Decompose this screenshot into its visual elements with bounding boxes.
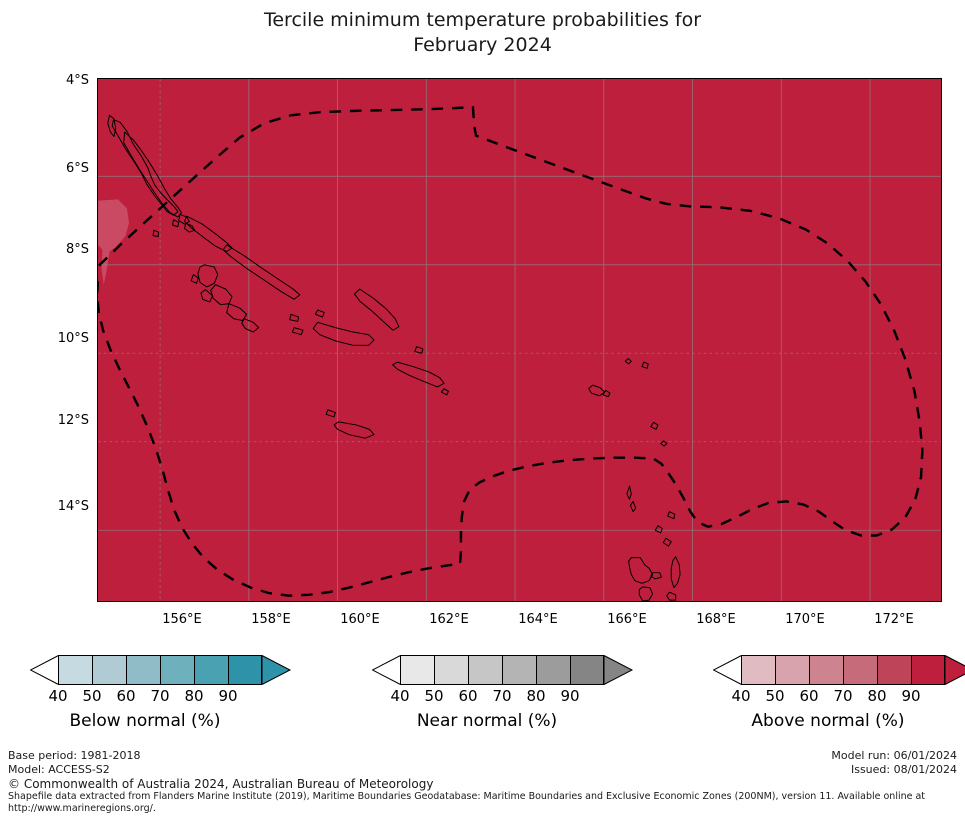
- colorbar-cell-80-90: [536, 655, 570, 685]
- x-tick-160E: 160°E: [340, 612, 380, 627]
- colorbar-under-arrow-outline-near: [372, 655, 401, 685]
- tick-70: 70: [833, 687, 853, 705]
- y-tick-6S: 6°S: [65, 161, 89, 176]
- colorbar-below-normal: 40 50 60 70 80 90 Below normal (%): [10, 655, 292, 745]
- colorbar-cells-below: [58, 655, 262, 685]
- colorbar-under-arrow-outline-below: [30, 655, 59, 685]
- colorbar-caption-near: Near normal (%): [416, 711, 558, 731]
- page-title: Tercile minimum temperature probabilitie…: [263, 9, 702, 56]
- tick-90: 90: [560, 687, 580, 705]
- x-tick-166E: 166°E: [607, 612, 647, 627]
- copyright-text: © Commonwealth of Australia 2024, Austra…: [8, 777, 434, 791]
- colorbar-cell-50-60: [434, 655, 468, 685]
- map-plot-area: [97, 78, 942, 602]
- colorbar-cell-50-60: [92, 655, 126, 685]
- colorbar-under-arrow-outline-above: [713, 655, 742, 685]
- tick-80: 80: [867, 687, 887, 705]
- model-text: Model: ACCESS-S2: [8, 763, 110, 776]
- colorbar-ticks-above: 40 50 60 70 80 90: [693, 687, 963, 705]
- colorbar-cell-80-90: [877, 655, 911, 685]
- y-tick-12S: 12°S: [57, 413, 89, 428]
- colorbar-under-arrow-below: [30, 655, 58, 685]
- colorbar-cell-70-80: [843, 655, 877, 685]
- colorbar-cells-above: [741, 655, 945, 685]
- footer-left-block: Base period: 1981-2018 Model: ACCESS-S2: [8, 749, 140, 777]
- colorbar-cell-70-80: [160, 655, 194, 685]
- colorbar-cell-90-plus: [228, 655, 262, 685]
- y-tick-14S: 14°S: [57, 499, 89, 514]
- shapefile-attribution-text: Shapefile data extracted from Flanders M…: [8, 791, 926, 814]
- tick-40: 40: [390, 687, 410, 705]
- colorbar-over-arrow-below: [262, 655, 292, 685]
- colorbar-cell-40-50: [400, 655, 434, 685]
- colorbar-under-arrow-near: [372, 655, 400, 685]
- colorbar-under-arrow-above: [713, 655, 741, 685]
- base-period-text: Base period: 1981-2018: [8, 749, 141, 762]
- tick-40: 40: [731, 687, 751, 705]
- colorbar-cell-50-60: [775, 655, 809, 685]
- y-tick-10S: 10°S: [57, 331, 89, 346]
- colorbar-cell-40-50: [741, 655, 775, 685]
- tick-60: 60: [458, 687, 478, 705]
- colorbar-cells-near: [400, 655, 604, 685]
- colorbar-cell-40-50: [58, 655, 92, 685]
- map-svg: [98, 79, 941, 601]
- colorbar-cell-90-plus: [570, 655, 604, 685]
- colorbar-cell-80-90: [194, 655, 228, 685]
- y-tick-4S: 4°S: [65, 73, 89, 88]
- colorbar-over-arrow-above: [945, 655, 965, 685]
- colorbar-cell-90-plus: [911, 655, 945, 685]
- tick-90: 90: [218, 687, 238, 705]
- colorbar-above-normal: 40 50 60 70 80 90 Above normal (%): [693, 655, 965, 745]
- colorbar-bar-near: [352, 655, 634, 685]
- x-tick-164E: 164°E: [518, 612, 558, 627]
- x-tick-172E: 172°E: [874, 612, 914, 627]
- colorbar-cell-70-80: [502, 655, 536, 685]
- colorbar-bar-below: [10, 655, 292, 685]
- colorbar-over-arrow-near: [604, 655, 634, 685]
- tick-50: 50: [765, 687, 785, 705]
- footer-right-block: Model run: 06/01/2024 Issued: 08/01/2024: [831, 749, 957, 777]
- map-background-fill: [98, 79, 941, 601]
- colorbar-cell-60-70: [126, 655, 160, 685]
- eez-boundary: [98, 106, 924, 597]
- tick-80: 80: [184, 687, 204, 705]
- colorbar-ticks-near: 40 50 60 70 80 90: [352, 687, 622, 705]
- x-tick-168E: 168°E: [696, 612, 736, 627]
- probability-patch: [98, 199, 130, 285]
- model-run-text: Model run: 06/01/2024: [831, 749, 957, 762]
- colorbar-caption-above: Above normal (%): [751, 711, 905, 731]
- tick-60: 60: [116, 687, 136, 705]
- tick-60: 60: [799, 687, 819, 705]
- tick-40: 40: [48, 687, 68, 705]
- tick-50: 50: [424, 687, 444, 705]
- colorbar-cell-60-70: [809, 655, 843, 685]
- tick-70: 70: [492, 687, 512, 705]
- tick-80: 80: [526, 687, 546, 705]
- x-tick-170E: 170°E: [785, 612, 825, 627]
- colorbar-near-normal: 40 50 60 70 80 90 Near normal (%): [352, 655, 634, 745]
- y-tick-8S: 8°S: [65, 242, 89, 257]
- colorbar-ticks-below: 40 50 60 70 80 90: [10, 687, 280, 705]
- tick-70: 70: [150, 687, 170, 705]
- x-tick-156E: 156°E: [162, 612, 202, 627]
- colorbar-cell-60-70: [468, 655, 502, 685]
- colorbar-caption-below: Below normal (%): [69, 711, 221, 731]
- tick-50: 50: [82, 687, 102, 705]
- map-gridlines: [98, 79, 941, 601]
- x-tick-162E: 162°E: [429, 612, 469, 627]
- issued-text: Issued: 08/01/2024: [850, 763, 957, 776]
- tick-90: 90: [901, 687, 921, 705]
- colorbar-bar-above: [693, 655, 965, 685]
- coastlines: [107, 114, 681, 601]
- x-tick-158E: 158°E: [251, 612, 291, 627]
